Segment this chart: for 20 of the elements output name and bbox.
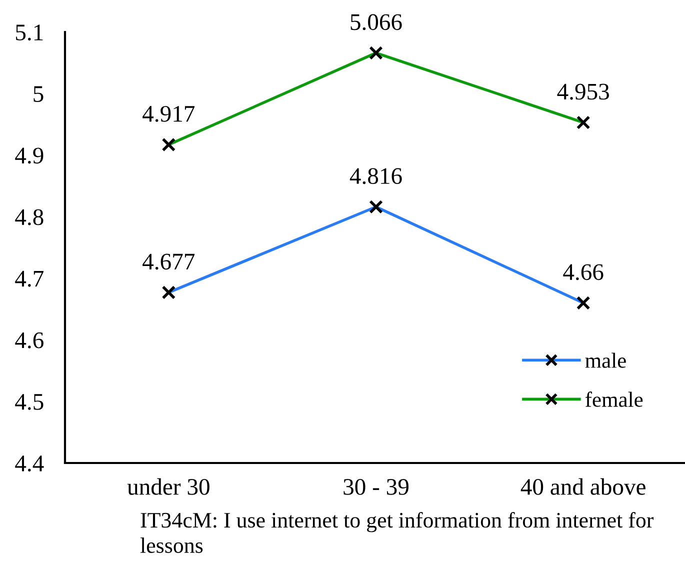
x-tick-label: 40 and above <box>520 478 646 495</box>
y-tick-label: 4.5 <box>15 394 44 410</box>
data-label: 4.816 <box>350 168 402 184</box>
data-label: 4.677 <box>142 254 195 270</box>
text: IT34cM: I use internet to get information from internet for lessons <box>140 512 654 553</box>
legend-label: male <box>585 352 626 368</box>
x-tick-label: under 30 <box>127 478 210 495</box>
data-label: 4.953 <box>557 84 609 100</box>
legend-label: female <box>585 392 643 407</box>
y-tick-label: 4.9 <box>15 148 44 164</box>
data-label: 4.66 <box>563 264 604 280</box>
y-tick-label: 4.4 <box>15 456 44 472</box>
x-tick-label: 30 - 39 <box>344 478 408 495</box>
data-label: 4.917 <box>142 106 195 122</box>
y-tick-label: 4.8 <box>15 209 44 226</box>
y-tick-label: 4.6 <box>15 332 44 348</box>
data-label: 5.066 <box>350 14 402 30</box>
y-tick-label: 5 <box>34 86 44 102</box>
y-tick-label: 4.7 <box>15 270 44 287</box>
y-tick-label: 5.1 <box>16 24 43 41</box>
